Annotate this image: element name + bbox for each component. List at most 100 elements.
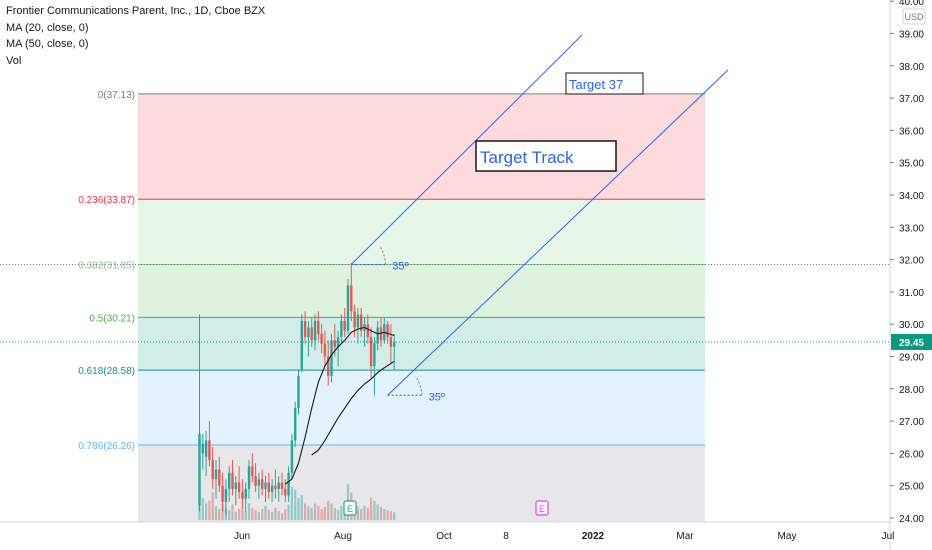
candle[interactable] (330, 340, 333, 376)
time-tick-label: Aug (334, 531, 352, 542)
candle[interactable] (264, 482, 267, 489)
candle[interactable] (211, 459, 214, 480)
candle[interactable] (241, 492, 244, 499)
volume-legend[interactable]: Vol (6, 54, 22, 67)
candle[interactable] (208, 440, 211, 460)
volume-bar (297, 498, 300, 520)
candle[interactable] (214, 469, 218, 480)
price-tick-label: 35.00 (899, 159, 924, 170)
candle[interactable] (280, 482, 284, 489)
candle[interactable] (244, 488, 247, 499)
candle[interactable] (373, 343, 376, 367)
candle[interactable] (224, 488, 228, 502)
candle[interactable] (300, 320, 303, 370)
candle[interactable] (303, 320, 307, 338)
candle[interactable] (346, 285, 350, 331)
symbol-title[interactable]: Frontier Communications Parent, Inc., 1D… (6, 5, 266, 17)
candle[interactable] (376, 327, 379, 344)
candle[interactable] (247, 466, 251, 489)
candle[interactable] (313, 320, 317, 341)
ma50-line[interactable] (311, 360, 395, 456)
candle[interactable] (360, 314, 363, 331)
candle[interactable] (379, 327, 383, 341)
fib-level-label: 0.5(30.21) (89, 313, 135, 324)
candle[interactable] (369, 337, 373, 367)
candle[interactable] (323, 343, 327, 357)
candle[interactable] (294, 408, 297, 441)
candle[interactable] (231, 472, 234, 489)
candle[interactable] (307, 327, 310, 338)
candle[interactable] (340, 320, 343, 338)
candle[interactable] (356, 314, 360, 328)
trend-channel-lower[interactable] (387, 69, 729, 396)
candle[interactable] (320, 333, 323, 344)
last-price-badge[interactable] (891, 333, 932, 350)
volume-bar (274, 507, 277, 520)
angle-label-lower: 35º (429, 391, 445, 403)
currency-badge[interactable] (902, 8, 926, 25)
candle[interactable] (234, 482, 237, 489)
candle[interactable] (221, 485, 224, 502)
candle[interactable] (257, 479, 261, 486)
candle[interactable] (290, 440, 294, 473)
volume-bar (284, 509, 287, 520)
candle[interactable] (198, 434, 201, 506)
volume-bar (376, 504, 379, 520)
volume-bar (389, 511, 392, 520)
candle[interactable] (274, 485, 277, 489)
volume-bar (271, 512, 274, 520)
candle[interactable] (343, 320, 346, 331)
target-37-box[interactable] (565, 72, 644, 95)
target-track-box[interactable] (475, 140, 617, 172)
candle[interactable] (389, 337, 393, 347)
candle[interactable] (327, 356, 330, 376)
ma20-line[interactable] (284, 326, 395, 485)
candle[interactable] (201, 443, 204, 454)
ma20-legend[interactable]: MA (20, close, 0) (6, 21, 89, 34)
fib-level-label: 0.618(28.58) (78, 366, 135, 377)
price-axis-bg (890, 0, 932, 550)
dividend-event-marker-label: E (539, 504, 545, 514)
candle[interactable] (218, 469, 221, 486)
volume-bar (267, 510, 270, 520)
candle[interactable] (284, 488, 287, 496)
candle[interactable] (251, 466, 254, 477)
price-tick-label: 36.00 (899, 126, 924, 137)
volume-bar (294, 489, 297, 520)
volume-bar (307, 506, 310, 520)
candle[interactable] (366, 324, 369, 338)
candle[interactable] (353, 311, 356, 328)
candle[interactable] (297, 375, 300, 409)
candle[interactable] (237, 482, 241, 493)
volume-bar (251, 507, 254, 520)
candle[interactable] (310, 327, 313, 341)
candle[interactable] (317, 320, 320, 334)
dividend-event-marker[interactable] (535, 500, 549, 516)
price-tick-label: 28.00 (899, 385, 924, 396)
candle[interactable] (350, 285, 353, 312)
price-tick-label: 31.00 (899, 288, 924, 299)
chart-legend: Frontier Communications Parent, Inc., 1D… (6, 3, 265, 69)
candle[interactable] (270, 485, 274, 493)
volume-bar (366, 507, 369, 520)
candle[interactable] (267, 482, 270, 493)
candle[interactable] (336, 337, 340, 347)
volume-bar (257, 512, 260, 520)
candle[interactable] (386, 324, 389, 338)
candle[interactable] (261, 479, 264, 489)
candle[interactable] (277, 482, 280, 489)
volume-bar (304, 503, 307, 520)
volume-bar (241, 506, 244, 520)
candle[interactable] (228, 472, 231, 489)
candle[interactable] (254, 476, 257, 486)
fib-zone (138, 264, 705, 318)
trend-channel-upper[interactable] (350, 34, 583, 265)
candle[interactable] (204, 440, 208, 457)
ma50-legend[interactable]: MA (50, close, 0) (6, 38, 89, 50)
candle[interactable] (287, 472, 290, 496)
earnings-event-marker[interactable] (343, 500, 357, 516)
candle[interactable] (393, 341, 396, 347)
price-tick-label: 38.00 (899, 62, 924, 73)
candle[interactable] (333, 340, 336, 347)
